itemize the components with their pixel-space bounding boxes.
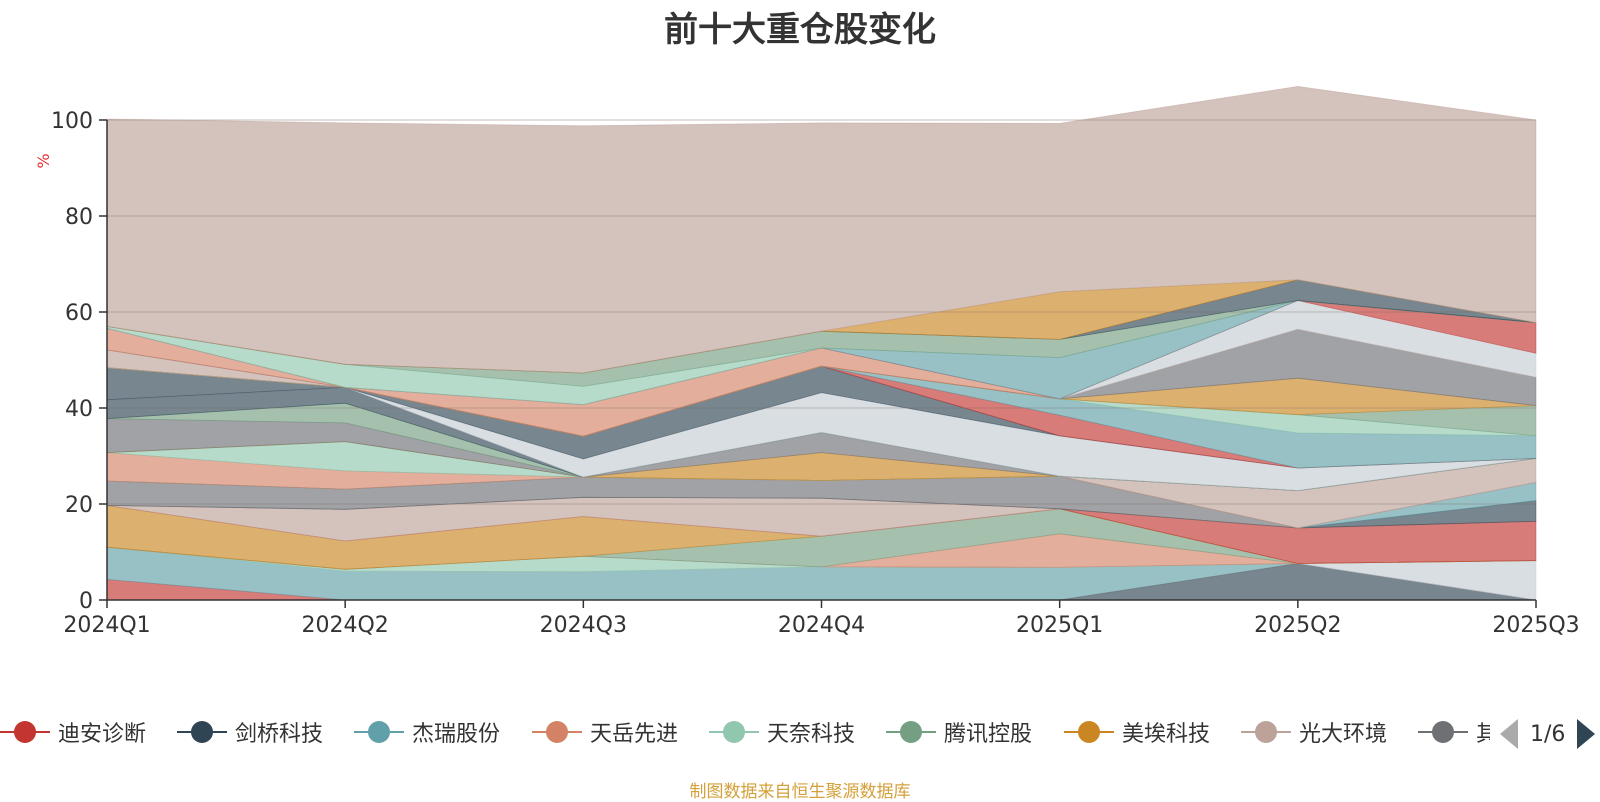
legend-marker-icon bbox=[177, 720, 227, 744]
legend-label: 其 bbox=[1476, 722, 1490, 747]
legend-label: 光大环境 bbox=[1299, 722, 1388, 747]
legend-item[interactable]: 美埃科技 bbox=[1064, 712, 1210, 752]
legend-label: 迪安诊断 bbox=[58, 722, 147, 747]
legend-label: 天岳先进 bbox=[590, 722, 679, 747]
legend-label: 美埃科技 bbox=[1122, 722, 1211, 747]
legend-marker-icon bbox=[709, 720, 759, 744]
x-tick-label: 2024Q1 bbox=[63, 613, 150, 638]
legend-label: 剑桥科技 bbox=[235, 722, 324, 747]
x-tick-label: 2024Q2 bbox=[302, 613, 389, 638]
legend: 迪安诊断 剑桥科技 杰瑞股份 天岳先进 天奈科技 腾讯控股 美埃科技 光大环境 其 bbox=[0, 712, 1490, 752]
y-tick-label: 80 bbox=[65, 205, 93, 230]
legend-prev-page-icon[interactable] bbox=[1500, 719, 1518, 749]
legend-label: 杰瑞股份 bbox=[412, 722, 501, 747]
legend-page-indicator: 1/6 bbox=[1530, 721, 1566, 747]
x-tick-label: 2024Q4 bbox=[778, 613, 865, 638]
legend-pager: 1/6 bbox=[1500, 717, 1596, 751]
legend-marker-icon bbox=[1064, 720, 1114, 744]
x-tick-label: 2025Q1 bbox=[1016, 613, 1103, 638]
legend-label: 腾讯控股 bbox=[944, 722, 1033, 747]
legend-item[interactable]: 剑桥科技 bbox=[177, 712, 323, 752]
y-tick-label: 100 bbox=[51, 109, 93, 134]
y-tick-label: 20 bbox=[65, 493, 93, 518]
legend-item[interactable]: 迪安诊断 bbox=[0, 712, 146, 752]
y-tick-label: 60 bbox=[65, 301, 93, 326]
legend-label: 天奈科技 bbox=[767, 722, 856, 747]
legend-marker-icon bbox=[532, 720, 582, 744]
y-axis-label: % bbox=[34, 153, 53, 168]
legend-marker-icon bbox=[1418, 720, 1468, 744]
data-source-note: 制图数据来自恒生聚源数据库 bbox=[689, 782, 911, 802]
chart-title: 前十大重仓股变化 bbox=[664, 10, 936, 50]
legend-item[interactable]: 光大环境 bbox=[1241, 712, 1387, 752]
legend-item[interactable]: 腾讯控股 bbox=[886, 712, 1032, 752]
x-tick-label: 2025Q3 bbox=[1492, 613, 1579, 638]
legend-item[interactable]: 其 bbox=[1418, 712, 1490, 752]
legend-marker-icon bbox=[354, 720, 404, 744]
x-tick-label: 2024Q3 bbox=[540, 613, 627, 638]
legend-marker-icon bbox=[1241, 720, 1291, 744]
y-tick-label: 40 bbox=[65, 397, 93, 422]
stacked-area-chart: 0 20 40 60 80 100 2024Q1 2024Q2 2024Q3 2024Q4 2025… bbox=[34, 85, 1580, 638]
legend-marker-icon bbox=[886, 720, 936, 744]
legend-next-page-icon[interactable] bbox=[1577, 719, 1596, 749]
y-tick-label: 0 bbox=[79, 589, 93, 614]
x-tick-label: 2025Q2 bbox=[1254, 613, 1341, 638]
legend-marker-icon bbox=[0, 720, 50, 744]
legend-item[interactable]: 杰瑞股份 bbox=[354, 712, 500, 752]
legend-item[interactable]: 天岳先进 bbox=[532, 712, 678, 752]
legend-item[interactable]: 天奈科技 bbox=[709, 712, 855, 752]
area-series bbox=[106, 85, 1537, 374]
